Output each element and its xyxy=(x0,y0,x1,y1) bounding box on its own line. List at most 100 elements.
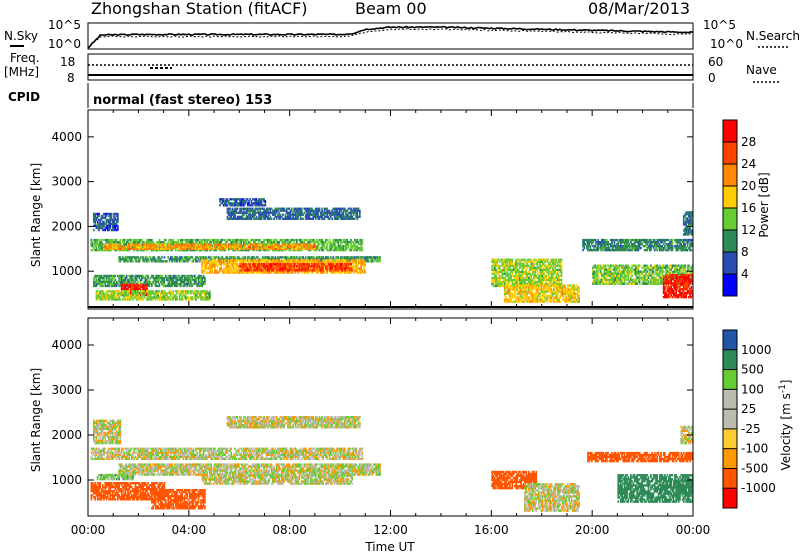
scatter-cell xyxy=(342,263,345,266)
scatter-cell xyxy=(539,274,541,278)
scatter-cell xyxy=(216,243,219,246)
scatter-cell xyxy=(169,276,172,280)
scatter-cell xyxy=(212,247,215,250)
scatter-cell xyxy=(243,256,245,259)
scatter-cell xyxy=(187,241,190,244)
scatter-cell xyxy=(193,245,196,248)
scatter-cell xyxy=(520,270,522,273)
scatter-cell xyxy=(241,238,244,242)
sky-noise-line xyxy=(87,25,694,49)
scatter-cell xyxy=(231,249,234,252)
scatter-cell xyxy=(352,265,355,268)
scatter-cell xyxy=(104,284,107,288)
scatter-cell xyxy=(123,298,125,301)
scatter-cell xyxy=(120,294,123,297)
scatter-cell xyxy=(323,241,326,244)
scatter-cell xyxy=(342,207,345,210)
scatter-cell xyxy=(113,247,115,250)
scatter-cell xyxy=(263,247,265,250)
scatter-cell xyxy=(538,274,540,278)
scatter-cell xyxy=(106,296,109,299)
scatter-cell xyxy=(135,298,138,301)
scatter-cell xyxy=(100,241,103,244)
scatter-cell xyxy=(113,290,115,293)
scatter-cell xyxy=(348,267,351,270)
scatter-cell xyxy=(164,298,167,301)
scatter-cell xyxy=(238,215,240,218)
scatter-cell xyxy=(137,283,139,286)
scatter-cell xyxy=(341,263,343,266)
scatter-cell xyxy=(549,276,551,280)
scatter-cell xyxy=(288,241,291,244)
scatter-cell xyxy=(124,243,127,246)
scatter-cell xyxy=(331,213,333,216)
scatter-cell xyxy=(202,282,205,286)
scatter-cell xyxy=(253,241,255,244)
scatter-cell xyxy=(161,290,163,293)
scatter-cell xyxy=(365,258,367,261)
scatter-cell xyxy=(347,271,350,274)
scatter-cell xyxy=(505,272,507,275)
scatter-cell xyxy=(331,271,333,274)
scatter-cell xyxy=(550,264,553,267)
scatter-cell xyxy=(292,259,294,262)
scatter-cell xyxy=(303,261,306,264)
scatter-cell xyxy=(307,256,309,259)
scatter-cell xyxy=(216,245,219,248)
scatter-cell xyxy=(322,241,325,244)
scatter-cell xyxy=(197,292,200,295)
scatter-cell xyxy=(166,245,168,248)
scatter-cell xyxy=(292,271,294,274)
scatter-cell xyxy=(321,243,323,246)
scatter-cell xyxy=(253,238,255,242)
scatter-cell xyxy=(204,282,206,286)
scatter-cell xyxy=(125,258,128,261)
scatter-cell xyxy=(229,198,231,201)
scatter-cell xyxy=(526,262,529,265)
scatter-cell xyxy=(191,247,194,250)
scatter-cell xyxy=(325,256,327,259)
scatter-cell xyxy=(336,259,338,262)
scatter-cell xyxy=(235,245,238,248)
scatter-cell xyxy=(117,228,119,232)
scatter-cell xyxy=(239,243,241,246)
scatter-cell xyxy=(211,247,214,250)
scatter-cell xyxy=(224,269,226,272)
scatter-cell xyxy=(95,278,98,282)
scatter-cell xyxy=(166,278,168,282)
scatter-cell xyxy=(178,292,181,295)
scatter-cell xyxy=(144,287,147,290)
scatter-cell xyxy=(243,243,245,246)
scatter-cell xyxy=(226,198,229,201)
scatter-cell xyxy=(133,285,136,288)
scatter-cell xyxy=(243,238,245,242)
scatter-cell xyxy=(139,293,142,297)
scatter-cell xyxy=(222,263,225,266)
scatter-cell xyxy=(330,241,332,244)
scatter-cell xyxy=(191,249,194,252)
scatter-cell xyxy=(359,238,361,242)
scatter-cell xyxy=(284,259,287,262)
scatter-cell xyxy=(182,249,185,252)
scatter-cell xyxy=(502,262,505,265)
scatter-cell xyxy=(206,292,209,295)
scatter-cell xyxy=(226,217,229,220)
scatter-cell xyxy=(108,284,110,288)
scatter-cell xyxy=(362,256,365,259)
scatter-cell xyxy=(308,261,311,264)
scatter-cell xyxy=(143,258,146,261)
scatter-cell xyxy=(93,282,95,286)
scatter-cell xyxy=(502,272,505,275)
scatter-cell xyxy=(285,211,288,214)
scatter-cell xyxy=(98,292,100,295)
scatter-cell xyxy=(125,256,128,259)
scatter-cell xyxy=(325,263,327,266)
scatter-cell xyxy=(251,271,254,274)
scatter-cell xyxy=(90,245,93,248)
scatter-cell xyxy=(135,294,138,297)
scatter-cell xyxy=(340,238,342,242)
scatter-cell xyxy=(129,285,132,288)
scatter-cell xyxy=(351,245,354,248)
scatter-cell xyxy=(244,211,246,214)
scatter-cell xyxy=(359,271,361,274)
